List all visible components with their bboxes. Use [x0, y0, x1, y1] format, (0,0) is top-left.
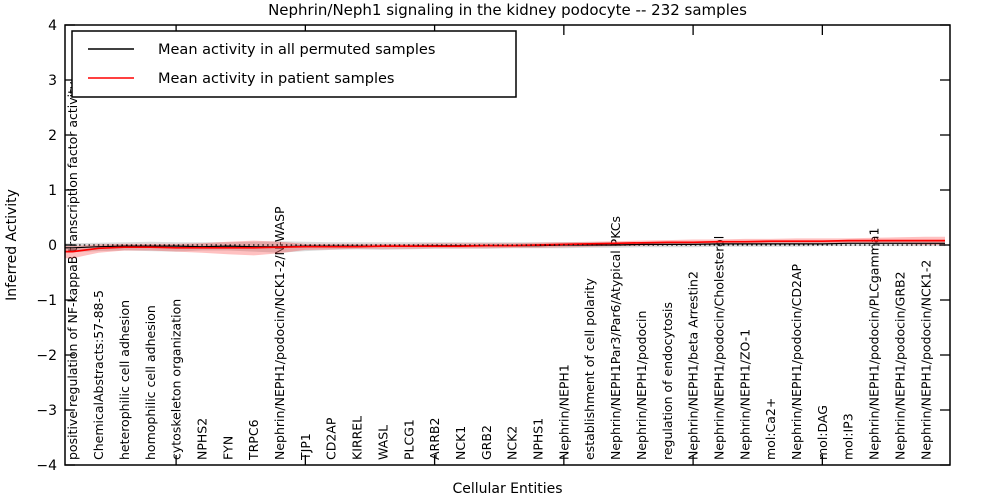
legend-label: Mean activity in all permuted samples	[158, 42, 435, 58]
x-category-label: homophilic cell adhesion	[143, 305, 158, 460]
x-category-label: KIRREL	[350, 416, 365, 460]
x-category-label: ChemicalAbstracts:57-88-5	[91, 290, 106, 460]
x-category-label: mol:DAG	[815, 405, 830, 460]
x-category-label: FYN	[220, 436, 235, 460]
x-category-label: Nephrin/NEPH1/ZO-1	[737, 329, 752, 460]
x-category-label: cytoskeleton organization	[169, 299, 184, 460]
x-category-label: NCK2	[505, 426, 520, 460]
x-category-label: ARRB2	[427, 418, 442, 460]
y-tick-label: −1	[36, 293, 57, 309]
x-category-label: heterophilic cell adhesion	[117, 300, 132, 460]
x-category-label: Nephrin/NEPH1/podocin/Cholesterol	[711, 236, 726, 460]
chart-title: Nephrin/Neph1 signaling in the kidney po…	[268, 1, 747, 19]
y-axis-label: Inferred Activity	[4, 189, 20, 301]
y-tick-label: −2	[36, 348, 57, 364]
x-category-label: GRB2	[479, 425, 494, 460]
x-category-label: Nephrin/NEPH1/beta Arrestin2	[686, 271, 701, 460]
y-tick-label: 4	[48, 18, 57, 34]
x-category-label: CD2AP	[324, 417, 339, 460]
legend-label: Mean activity in patient samples	[158, 71, 394, 87]
x-category-label: PLCG1	[401, 419, 416, 460]
x-category-label: mol:IP3	[841, 413, 856, 460]
x-category-label: Nephrin/NEPH1/podocin/CD2AP	[789, 264, 804, 460]
legend	[71, 30, 517, 98]
x-category-label: NPHS2	[194, 418, 209, 460]
x-category-label: NPHS1	[531, 418, 546, 460]
x-category-label: Nephrin/NEPH1/podocin/GRB2	[892, 271, 907, 460]
x-axis-label: Cellular Entities	[452, 481, 562, 497]
x-category-label: TJP1	[298, 433, 313, 461]
x-category-label: Nephrin/NEPH1/podocin/NCK1-2/N-WASP	[272, 206, 287, 460]
y-tick-label: 2	[48, 128, 57, 144]
y-tick-label: 3	[48, 73, 57, 89]
x-category-label: Nephrin/NEPH1/podocin/PLCgamma1	[867, 228, 882, 460]
x-category-label: regulation of endocytosis	[660, 302, 675, 460]
series-line-patient	[65, 239, 945, 253]
y-tick-label: −3	[36, 403, 57, 419]
x-category-label: mol:Ca2+	[763, 398, 778, 460]
x-category-label: Nephrin/NEPH1/podocin	[634, 311, 649, 460]
y-tick-label: 1	[48, 183, 57, 199]
x-category-label: TRPC6	[246, 419, 261, 461]
x-category-label: establishment of cell polarity	[582, 278, 597, 460]
x-category-label: Nephrin/NEPH1Par3/Par6/Atypical PKCs	[608, 216, 623, 460]
y-tick-label: −4	[36, 458, 57, 474]
x-category-label: Nephrin/NEPH1	[556, 364, 571, 460]
x-category-label: NCK1	[453, 426, 468, 460]
y-tick-label: 0	[48, 238, 57, 254]
x-category-label: Nephrin/NEPH1/podocin/NCK1-2	[918, 260, 933, 460]
x-category-label: positive regulation of NF-kappaB transcr…	[65, 81, 80, 460]
x-category-label: WASL	[375, 425, 390, 460]
